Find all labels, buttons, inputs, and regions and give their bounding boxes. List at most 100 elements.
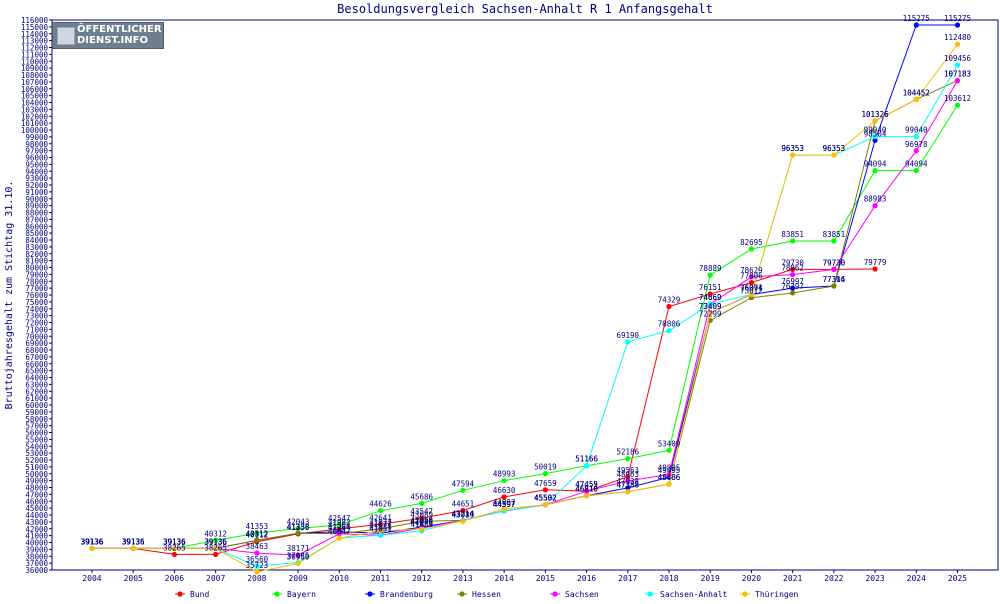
logo-line-2: DIENST.INFO xyxy=(77,35,148,46)
data-label: 47594 xyxy=(452,479,475,488)
data-point xyxy=(748,279,755,286)
legend-swatch-dot xyxy=(367,591,373,597)
data-label: 47938 xyxy=(616,477,639,486)
data-label: 39136 xyxy=(163,537,186,546)
data-point xyxy=(790,272,796,278)
data-point xyxy=(666,328,672,334)
data-label: 39136 xyxy=(122,537,145,546)
data-point xyxy=(666,471,672,478)
data-label: 52186 xyxy=(616,448,639,457)
series-th-ringen xyxy=(89,41,961,575)
legend-swatch-dot xyxy=(742,591,748,597)
data-label: 49495 xyxy=(658,466,681,475)
y-tick-label: 90000 xyxy=(25,195,48,204)
data-label: 42641 xyxy=(369,513,392,522)
data-label: 83851 xyxy=(823,230,846,239)
data-labels: 39136 39136 39136 39136 38463 38171 41264 41051… xyxy=(81,70,971,553)
data-label: 46810 xyxy=(575,485,598,494)
data-label: 94094 xyxy=(864,160,887,169)
y-tick-label: 60000 xyxy=(25,401,48,410)
data-label: 47459 xyxy=(575,480,598,489)
x-tick-label: 2025 xyxy=(948,574,967,583)
data-point xyxy=(954,62,961,68)
data-label: 77306 xyxy=(823,275,846,284)
y-tick-label: 38000 xyxy=(25,552,48,561)
data-label: 45502 xyxy=(534,494,557,503)
data-label: 96353 xyxy=(781,144,804,153)
data-point xyxy=(872,203,878,209)
y-tick-label: 105000 xyxy=(21,92,49,101)
data-label: 39136 xyxy=(122,537,145,546)
data-point xyxy=(625,485,631,491)
y-tick-label: 50000 xyxy=(25,470,48,479)
data-point xyxy=(707,291,713,297)
data-label: 39136 xyxy=(122,537,145,546)
data-label: 41264 xyxy=(328,523,351,532)
data-point xyxy=(583,493,590,499)
y-tick-label: 76000 xyxy=(25,291,48,300)
data-label: 41976 xyxy=(410,518,433,527)
y-tick-label: 110000 xyxy=(21,57,49,66)
data-label: 36950 xyxy=(287,552,310,561)
y-tick-label: 54000 xyxy=(25,442,48,451)
data-label: 46630 xyxy=(493,486,516,495)
y-tick-label: 71000 xyxy=(25,325,48,334)
data-label: 77806 xyxy=(740,272,763,281)
x-tick-label: 2009 xyxy=(288,574,307,583)
legend: Bund Bayern Brandenburg Hessen Sachsen Sachse… xyxy=(175,590,799,599)
y-tick-label: 66000 xyxy=(25,360,48,369)
data-label: 40312 xyxy=(204,529,227,538)
data-label: 41677 xyxy=(369,520,392,529)
data-label: 104452 xyxy=(903,88,930,97)
data-label: 109456 xyxy=(944,54,972,63)
y-tick-label: 100000 xyxy=(21,126,49,135)
data-point xyxy=(254,550,260,556)
x-tick-label: 2016 xyxy=(577,574,596,583)
data-label: 44626 xyxy=(369,500,392,509)
data-point xyxy=(542,502,548,508)
data-label: 101326 xyxy=(862,110,890,119)
data-label: 39136 xyxy=(122,537,145,546)
data-point xyxy=(377,521,384,527)
data-label: 43214 xyxy=(452,509,475,518)
data-point xyxy=(542,471,548,477)
data-point xyxy=(625,456,631,462)
data-point xyxy=(583,463,590,469)
data-point xyxy=(625,474,631,480)
data-label: 45502 xyxy=(534,494,557,503)
data-point xyxy=(583,488,590,494)
data-label: 79730 xyxy=(823,258,846,267)
data-label: 38265 xyxy=(204,543,227,552)
series-line xyxy=(92,64,958,567)
data-point xyxy=(954,41,961,47)
data-point xyxy=(171,545,178,552)
y-tick-label: 65000 xyxy=(25,367,48,376)
data-label: 39136 xyxy=(204,537,227,546)
y-tick-label: 62000 xyxy=(25,387,48,396)
y-tick-label: 56000 xyxy=(25,429,48,438)
x-tick-label: 2014 xyxy=(495,574,514,583)
data-label: 96353 xyxy=(823,144,846,153)
data-point xyxy=(872,134,878,140)
logo: ÖFFENTLICHER DIENST.INFO xyxy=(52,22,164,49)
data-point xyxy=(666,303,672,310)
data-point xyxy=(295,560,301,567)
data-point xyxy=(954,78,961,84)
data-label: 40647 xyxy=(328,527,351,536)
y-tick-label: 113000 xyxy=(21,37,49,46)
data-label: 38171 xyxy=(287,544,310,553)
data-label: 88983 xyxy=(864,195,887,204)
x-tick-label: 2007 xyxy=(206,574,225,583)
data-point xyxy=(913,168,919,174)
legend-label: Thüringen xyxy=(755,590,799,599)
data-point xyxy=(748,274,755,280)
data-point xyxy=(625,339,631,345)
data-label: 41256 xyxy=(287,523,310,532)
data-point xyxy=(954,102,961,108)
data-label: 41554 xyxy=(328,521,351,530)
data-label: 39136 xyxy=(163,537,186,546)
data-point xyxy=(336,531,342,537)
y-tick-label: 51000 xyxy=(25,463,48,472)
